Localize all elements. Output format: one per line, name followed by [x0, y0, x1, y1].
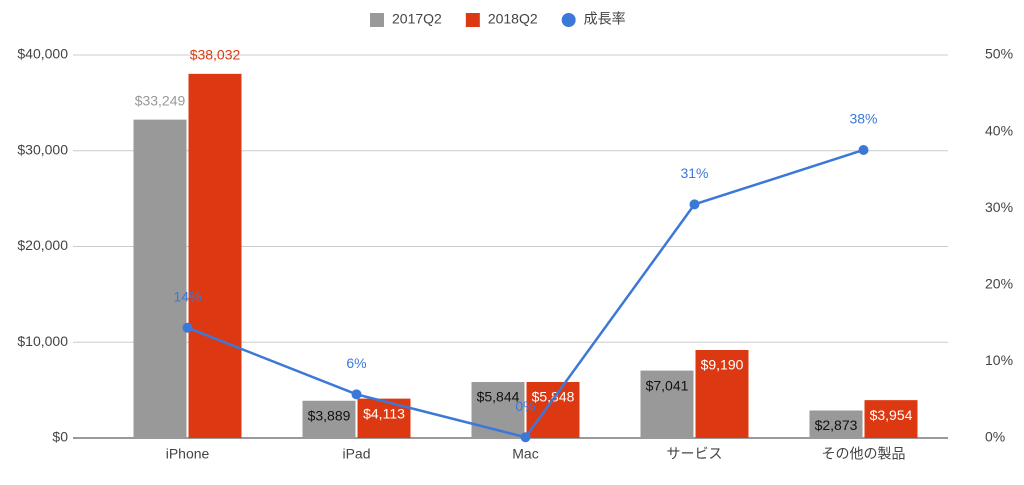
x-tick-label: サービス: [667, 446, 723, 462]
x-tick-label: その他の製品: [822, 446, 906, 462]
bar-value-label: $5,844: [477, 389, 520, 405]
bar: [302, 400, 356, 438]
bar: [188, 73, 242, 438]
y2-tick-label: 0%: [985, 429, 1005, 445]
bar: [640, 370, 694, 438]
legend-marker: [370, 13, 384, 27]
line-value-label: 0%: [515, 398, 535, 414]
bar-value-label: $9,190: [701, 357, 744, 373]
y2-tick-label: 40%: [985, 122, 1013, 138]
line-point: [351, 389, 362, 400]
y-tick-label: $20,000: [17, 237, 68, 253]
bar: [133, 119, 187, 439]
y2-tick-label: 30%: [985, 199, 1013, 215]
y-tick-label: $30,000: [17, 141, 68, 157]
bar: [471, 382, 525, 438]
line-value-label: 6%: [346, 355, 366, 371]
legend-marker: [561, 13, 576, 27]
line-value-label: 31%: [680, 165, 708, 181]
y-tick-label: $40,000: [17, 46, 68, 62]
line-point: [182, 322, 193, 333]
legend-label: 2018Q2: [488, 11, 538, 27]
bar: [809, 410, 863, 438]
legend-marker: [465, 13, 480, 27]
bar: [695, 350, 749, 438]
line-value-label: 14%: [173, 288, 201, 304]
bar-value-label: $7,041: [646, 377, 689, 393]
bar-value-label: $5,848: [532, 389, 575, 405]
y-tick-label: $10,000: [17, 333, 68, 349]
bar-value-label: $3,889: [308, 407, 351, 423]
bar-value-label: $3,954: [870, 407, 913, 423]
x-tick-label: Mac: [512, 446, 538, 462]
bar-value-label: $2,873: [815, 417, 858, 433]
line-point: [858, 144, 869, 155]
legend-label: 成長率: [584, 11, 626, 27]
y2-tick-label: 10%: [985, 352, 1013, 368]
y2-tick-label: 20%: [985, 276, 1013, 292]
bar: [864, 400, 918, 438]
line: [187, 148, 864, 439]
legend-label: 2017Q2: [392, 11, 442, 27]
bar-value-label: $33,249: [135, 92, 186, 108]
bar-value-label: $4,113: [363, 405, 405, 421]
line-value-label: 38%: [849, 111, 877, 127]
x-tick-label: iPad: [342, 446, 370, 462]
bar: [526, 382, 580, 438]
line-point: [520, 432, 531, 443]
line-point: [689, 199, 700, 210]
y-tick-label: $0: [52, 429, 68, 445]
y2-tick-label: 50%: [985, 46, 1013, 62]
bar-value-label: $38,032: [190, 47, 241, 63]
x-tick-label: iPhone: [166, 446, 210, 462]
